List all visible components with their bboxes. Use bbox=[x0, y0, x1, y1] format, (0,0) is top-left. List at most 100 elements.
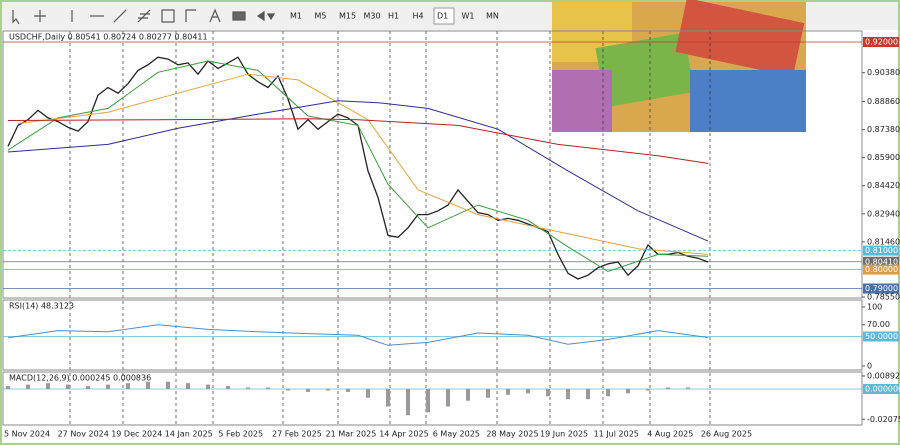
note bbox=[552, 70, 612, 132]
x-tick-label: 14 Apr 2025 bbox=[379, 430, 428, 439]
histogram-bar bbox=[86, 386, 90, 389]
histogram-bar bbox=[426, 388, 430, 413]
level-label-box bbox=[863, 283, 899, 294]
timeframe-button[interactable]: M5 bbox=[315, 12, 327, 21]
histogram-bar bbox=[246, 387, 250, 389]
active-timeframe bbox=[433, 7, 455, 25]
x-tick-label: 21 Mar 2025 bbox=[326, 430, 377, 439]
trendline-tool[interactable] bbox=[113, 9, 127, 23]
histogram-bar bbox=[6, 386, 10, 389]
series-line bbox=[7, 60, 709, 273]
image bbox=[552, 0, 806, 132]
panel-border bbox=[2, 299, 863, 371]
level-label: 0.000000 bbox=[865, 384, 900, 393]
histogram-bar bbox=[686, 387, 690, 389]
histogram-bar bbox=[206, 384, 210, 389]
histogram-bar bbox=[166, 381, 170, 389]
histogram-bar bbox=[526, 388, 530, 394]
timeframe-button[interactable]: H4 bbox=[413, 12, 424, 21]
x-tick-label: 27 Feb 2025 bbox=[272, 430, 322, 439]
grid-tool[interactable] bbox=[185, 9, 196, 22]
level-label-box bbox=[863, 383, 899, 394]
level-label: 0.80000 bbox=[865, 265, 898, 274]
y-tick-label: 0.78550 bbox=[867, 293, 900, 302]
crosshair-tool[interactable] bbox=[34, 10, 46, 22]
fibo-tool[interactable] bbox=[161, 9, 175, 23]
timeframe-button[interactable]: D1 bbox=[437, 12, 448, 21]
series-line bbox=[7, 118, 709, 164]
histogram-bar bbox=[286, 388, 290, 391]
x-tick-label: 5 Feb 2025 bbox=[218, 430, 263, 439]
level-label-box bbox=[863, 245, 899, 256]
y-tick-label: 0.008923 bbox=[867, 371, 900, 380]
x-tick-label: 28 May 2025 bbox=[486, 430, 538, 439]
x-tick-label: 26 Aug 2025 bbox=[701, 430, 752, 439]
histogram-bar bbox=[446, 388, 450, 407]
histogram-bar bbox=[666, 387, 670, 389]
histogram-bar bbox=[506, 388, 510, 395]
note bbox=[675, 0, 805, 77]
series-line bbox=[17, 73, 709, 255]
x-tick-label: 27 Nov 2024 bbox=[58, 430, 109, 439]
y-tick-label: 0.85900 bbox=[867, 153, 900, 162]
histogram-bar bbox=[566, 388, 570, 400]
y-tick-label: 0.87380 bbox=[867, 125, 900, 134]
text-tool[interactable] bbox=[209, 8, 221, 23]
histogram-bar bbox=[186, 383, 190, 389]
timeframe-button[interactable]: M1 bbox=[290, 12, 302, 21]
y-tick-label: 0 bbox=[867, 361, 872, 370]
note bbox=[690, 70, 806, 132]
y-tick-label: -0.020757 bbox=[867, 415, 900, 424]
histogram-bar bbox=[586, 388, 590, 400]
y-tick-label: 0.82940 bbox=[867, 209, 900, 218]
x-tick-label: 6 May 2025 bbox=[433, 430, 480, 439]
panel-title: MACD(12,26,9) 0.000245 0.000836 bbox=[9, 374, 151, 383]
x-tick-label: 14 Jan 2025 bbox=[165, 430, 213, 439]
panel-border bbox=[2, 30, 863, 299]
panel-border bbox=[2, 371, 863, 426]
histogram-bar bbox=[146, 381, 150, 389]
histogram-bar bbox=[126, 383, 130, 389]
histogram-bar bbox=[46, 383, 50, 389]
x-tick-label: 19 Jun 2025 bbox=[540, 430, 588, 439]
histogram-bar bbox=[226, 386, 230, 389]
level-label: 50.0000 bbox=[865, 332, 898, 341]
x-tick-label: 11 Jul 2025 bbox=[594, 430, 639, 439]
histogram-bar bbox=[366, 388, 370, 398]
level-label-box bbox=[863, 331, 899, 342]
level-label-box bbox=[863, 264, 899, 275]
cursor-tool[interactable] bbox=[12, 10, 20, 25]
timeframe-button[interactable]: M15 bbox=[339, 12, 356, 21]
x-tick-label: 5 Nov 2024 bbox=[4, 430, 50, 439]
timeframe-button[interactable]: M30 bbox=[364, 12, 381, 21]
series-line bbox=[7, 324, 709, 346]
histogram-bar bbox=[706, 388, 710, 390]
tool-icons bbox=[12, 8, 276, 25]
histogram-bar bbox=[406, 388, 410, 416]
x-tick-label: 4 Aug 2025 bbox=[647, 430, 693, 439]
channel-tool[interactable] bbox=[137, 9, 151, 23]
y-tick-label: 100 bbox=[867, 303, 882, 312]
histogram-bar bbox=[546, 388, 550, 397]
note bbox=[595, 32, 695, 108]
timeframe-button[interactable]: MN bbox=[486, 12, 499, 21]
histogram-bar bbox=[66, 384, 70, 389]
histogram-bar bbox=[346, 388, 350, 392]
histogram-bar bbox=[306, 388, 310, 392]
histogram-bar bbox=[606, 388, 610, 397]
histogram-bar bbox=[106, 384, 110, 389]
histogram-bar bbox=[486, 388, 490, 398]
histogram-bar bbox=[626, 388, 630, 394]
label-tool[interactable] bbox=[232, 11, 246, 21]
histogram-bar bbox=[326, 388, 330, 391]
timeframe-button[interactable]: H1 bbox=[388, 12, 399, 21]
histogram-bar bbox=[386, 388, 390, 407]
arrows-tool[interactable] bbox=[256, 10, 276, 22]
histogram-bar bbox=[26, 384, 30, 389]
level-label: 0.92000 bbox=[865, 37, 898, 46]
series-line bbox=[7, 100, 709, 242]
histogram-bar bbox=[646, 388, 650, 391]
panel-title: RSI(14) 48.3123 bbox=[9, 302, 74, 311]
timeframe-button[interactable]: W1 bbox=[462, 12, 475, 21]
